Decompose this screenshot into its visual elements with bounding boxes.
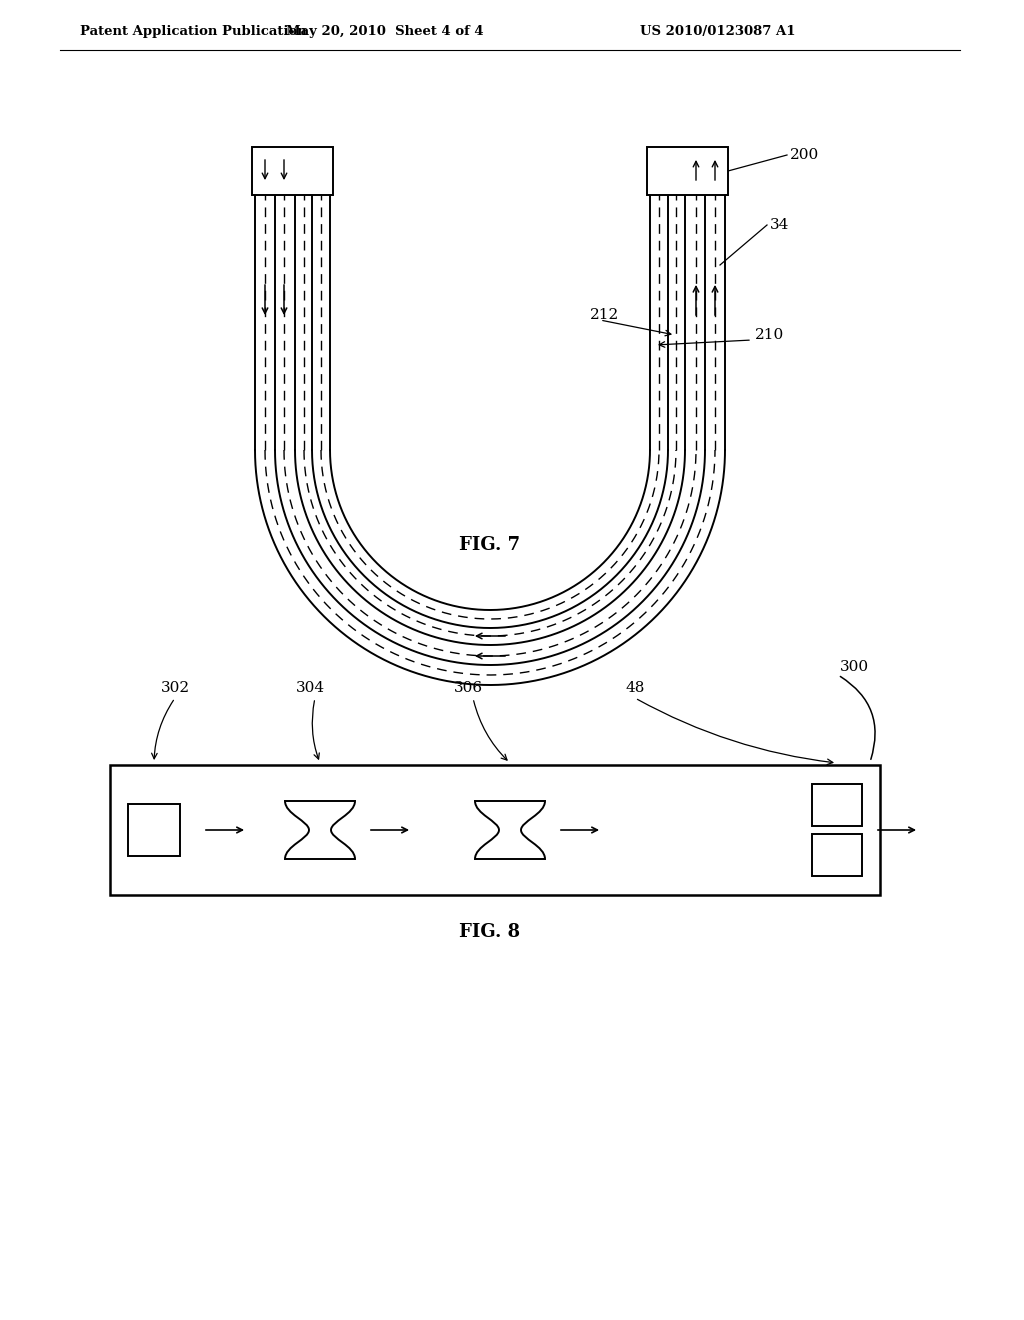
Bar [252, 147, 333, 195]
Bar [812, 834, 862, 876]
Text: 306: 306 [454, 681, 482, 696]
Bar [110, 766, 880, 895]
Text: 48: 48 [626, 681, 645, 696]
Bar [128, 804, 180, 855]
Text: US 2010/0123087 A1: US 2010/0123087 A1 [640, 25, 796, 38]
Text: 302: 302 [161, 681, 189, 696]
Text: FIG. 7: FIG. 7 [460, 536, 520, 554]
PathPatch shape [285, 801, 355, 830]
Text: Patent Application Publication: Patent Application Publication [80, 25, 307, 38]
PathPatch shape [475, 830, 545, 859]
Text: 304: 304 [296, 681, 325, 696]
Text: 212: 212 [590, 308, 620, 322]
Text: 300: 300 [840, 660, 869, 675]
Text: FIG. 8: FIG. 8 [460, 923, 520, 941]
PathPatch shape [285, 830, 355, 859]
Text: 34: 34 [770, 218, 790, 232]
Text: 200: 200 [790, 148, 819, 162]
Bar [812, 784, 862, 826]
Text: May 20, 2010  Sheet 4 of 4: May 20, 2010 Sheet 4 of 4 [286, 25, 483, 38]
Text: 210: 210 [755, 327, 784, 342]
PathPatch shape [475, 801, 545, 830]
Bar [647, 147, 728, 195]
